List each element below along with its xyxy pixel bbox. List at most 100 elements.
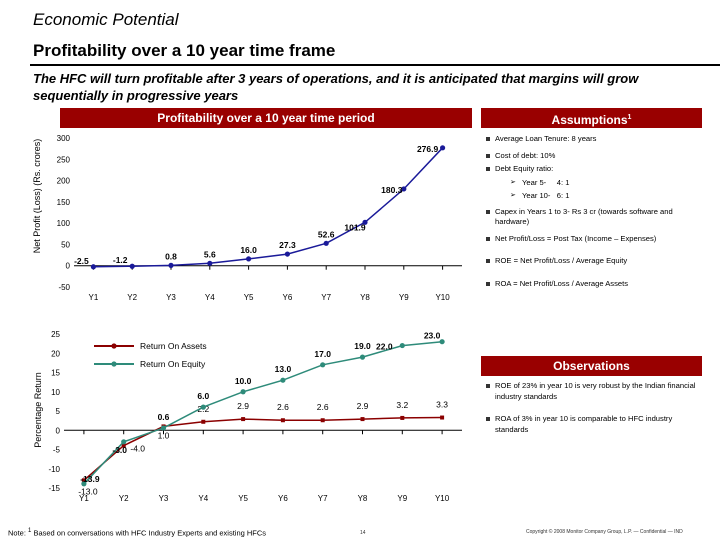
y-tick-label: -50: [58, 283, 70, 292]
data-label: -4.0: [130, 444, 145, 454]
data-point: [168, 262, 174, 268]
y-tick-label: 25: [51, 330, 60, 339]
data-label: -13.9: [80, 474, 100, 484]
data-label: 0.6: [158, 412, 170, 422]
data-label: -1.2: [113, 255, 128, 265]
data-point: [320, 362, 326, 368]
assumption-item: Cost of debt: 10%: [484, 151, 699, 162]
x-tick-label: Y2: [119, 494, 129, 503]
data-label: -2.5: [74, 256, 89, 266]
legend-label: Return On Assets: [140, 341, 207, 351]
data-point: [121, 443, 126, 448]
data-label: 27.3: [279, 240, 296, 250]
x-tick-label: Y1: [79, 494, 89, 503]
data-label: 2.9: [357, 401, 369, 411]
y-tick-label: -15: [48, 484, 60, 493]
data-point: [160, 425, 167, 431]
data-point: [323, 240, 329, 246]
data-point: [401, 186, 407, 192]
return-chart: 25 20 15 10 5 0 -5 -10 -15 Y1 Y2 Y3 Y4 Y5 Y6 Y7 Y8 Y9 Y10 -…: [48, 330, 462, 503]
y-tick-label: 150: [57, 198, 71, 207]
assumption-item: ROA = Net Profit/Loss / Average Assets: [484, 279, 699, 290]
data-label: 17.0: [314, 349, 331, 359]
observation-item: ROA of 3% in year 10 is comparable to HF…: [484, 414, 699, 435]
x-tick-label: Y9: [397, 494, 407, 503]
x-tick-label: Y8: [358, 494, 368, 503]
data-point: [240, 389, 246, 395]
footnote-text: Based on conversations with HFC Industry…: [31, 528, 267, 538]
y-tick-label: 10: [51, 388, 60, 397]
footnote-marker: 1: [28, 528, 32, 534]
data-label: 2.6: [277, 402, 289, 412]
y-tick-label: 100: [57, 219, 71, 228]
legend-swatch-marker: [111, 343, 117, 349]
assumptions-banner: Assumptions1: [481, 108, 702, 128]
y-tick-label: -5: [53, 446, 61, 455]
data-point: [129, 263, 135, 269]
chart-banner: Profitability over a 10 year time period: [60, 108, 472, 128]
page-subtitle: Profitability over a 10 year time frame: [33, 41, 336, 60]
y-tick-label: 50: [61, 240, 70, 249]
y-tick-label: 300: [57, 134, 71, 143]
assumption-item: Average Loan Tenure: 8 years: [484, 134, 699, 145]
page-number: 14: [360, 530, 366, 536]
data-label: 1.0: [158, 430, 170, 440]
data-point: [320, 418, 325, 423]
data-label: 101.9: [344, 222, 366, 232]
data-label: 6.0: [197, 391, 209, 401]
assumptions-title: Assumptions: [551, 113, 628, 127]
x-tick-label: Y10: [435, 494, 450, 503]
y-tick-label: -10: [48, 465, 60, 474]
x-tick-label: Y8: [360, 293, 370, 302]
intro-text: The HFC will turn profitable after 3 yea…: [33, 71, 639, 103]
data-point: [284, 251, 290, 257]
y-tick-label: 0: [66, 262, 71, 271]
x-tick-label: Y3: [166, 293, 176, 302]
data-label: -13.0: [78, 486, 98, 496]
assumption-subitem: Year 10- 6: 1: [484, 191, 699, 202]
footnote: Note: 1 Based on conversations with HFC …: [8, 528, 266, 538]
observation-item: ROE of 23% in year 10 is very robust by …: [484, 381, 699, 402]
data-label: 5.6: [204, 249, 216, 259]
series-line: [83, 340, 443, 485]
data-label: 2.6: [317, 402, 329, 412]
x-tick-label: Y7: [318, 494, 328, 503]
data-point: [81, 478, 86, 483]
assumption-item: ROE = Net Profit/Loss / Average Equity: [484, 256, 699, 267]
data-label: 13.0: [275, 364, 292, 374]
y-tick-label: 15: [51, 369, 60, 378]
y-tick-label: 200: [57, 177, 71, 186]
observations-list: ROE of 23% in year 10 is very robust by …: [484, 381, 699, 435]
y-tick-label: 20: [51, 349, 60, 358]
x-tick-label: Y5: [238, 494, 248, 503]
x-tick-label: Y2: [127, 293, 137, 302]
profit-chart: 300 250 200 150 100 50 0 -50 Y1 Y2 Y3 Y4 Y5 Y6 Y7 Y8 Y9 Y…: [57, 134, 462, 302]
data-label: 10.0: [235, 376, 252, 386]
data-point: [121, 439, 127, 445]
y-tick-label: 250: [57, 155, 71, 164]
data-label: 276.9: [417, 144, 439, 154]
x-tick-label: Y3: [159, 494, 169, 503]
observations-banner: Observations: [481, 356, 702, 376]
data-label: 19.0: [354, 341, 371, 351]
x-tick-label: Y10: [435, 293, 450, 302]
x-tick-label: Y7: [321, 293, 331, 302]
data-label: -3.0: [112, 445, 127, 455]
data-point: [246, 256, 252, 262]
legend-swatch-marker: [111, 361, 117, 367]
x-tick-label: Y1: [89, 293, 99, 302]
data-label: 22.0: [376, 342, 393, 352]
data-point: [359, 354, 366, 360]
data-point: [280, 377, 286, 383]
assumption-item: Net Profit/Loss = Post Tax (Income – Exp…: [484, 234, 699, 245]
series-line: [83, 416, 443, 481]
x-tick-label: Y9: [399, 293, 409, 302]
data-point: [241, 417, 246, 422]
data-label: 23.0: [424, 331, 441, 341]
assumption-item: Capex in Years 1 to 3- Rs 3 cr (towards …: [484, 207, 699, 228]
page-title: Economic Potential: [33, 10, 179, 29]
data-point: [440, 145, 446, 151]
data-label: 180.3: [381, 185, 403, 195]
data-label: 0.8: [165, 251, 177, 261]
x-tick-label: Y4: [198, 494, 208, 503]
